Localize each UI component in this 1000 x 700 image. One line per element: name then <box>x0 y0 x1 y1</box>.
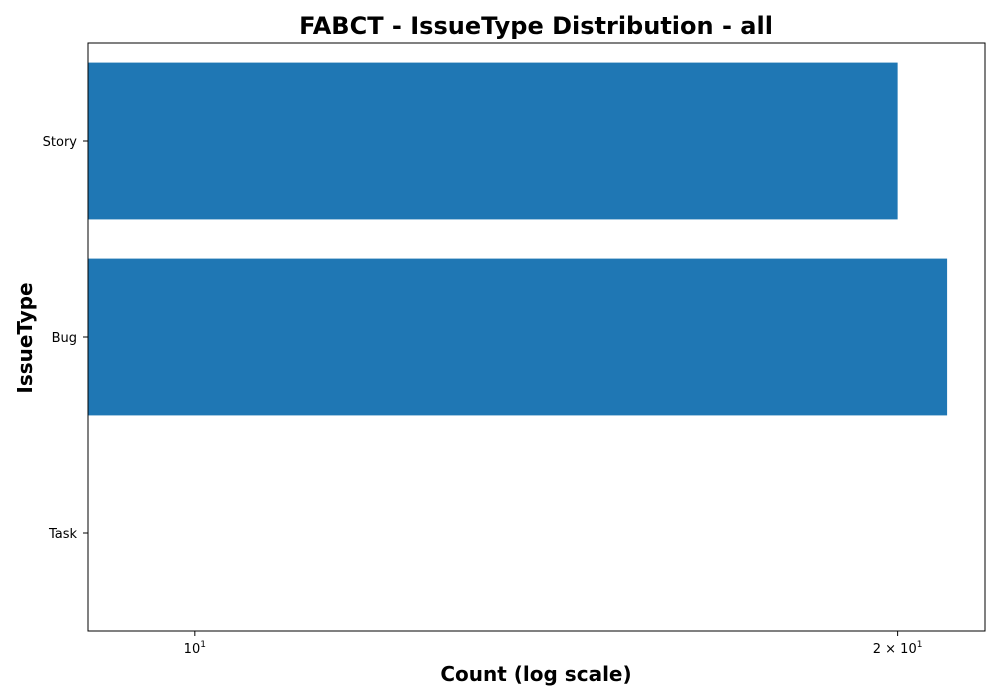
x-tick-label: 2 × 101 <box>873 640 923 657</box>
y-tick-label: Task <box>48 527 78 542</box>
x-axis-ticks: 101 2 × 101 <box>184 631 923 657</box>
y-axis-ticks: Story Bug Task <box>43 135 88 542</box>
chart-title: FABCT - IssueType Distribution - all <box>299 12 773 40</box>
bar-group <box>88 62 948 416</box>
x-tick-label: 101 <box>184 640 206 657</box>
bar-story <box>88 62 898 220</box>
x-axis-label: Count (log scale) <box>440 662 631 686</box>
y-tick-label: Bug <box>52 331 77 346</box>
y-tick-label: Story <box>43 135 78 150</box>
bar-bug <box>88 258 948 416</box>
y-axis-label: IssueType <box>13 282 37 393</box>
plot-frame <box>87 42 986 632</box>
